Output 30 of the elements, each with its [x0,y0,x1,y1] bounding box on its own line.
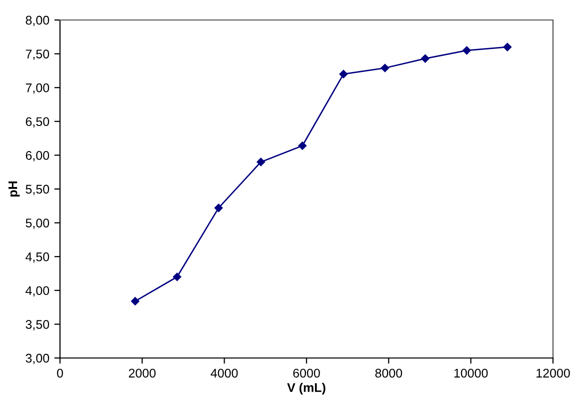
x-tick-label: 12000 [536,368,570,378]
y-tick-label: 3,50 [26,320,50,330]
y-axis-title: pH [8,182,20,197]
y-tick-label: 7,50 [26,50,50,60]
point [339,70,348,78]
y-tick-label: 8,00 [26,16,50,26]
x-tick-label: 4000 [210,368,238,378]
point [256,158,266,166]
point [380,64,390,72]
point [214,204,223,212]
x-tick-label: 2000 [128,368,156,378]
x-tick-label: 10000 [454,368,488,378]
y-tick-label: 6,00 [26,151,50,162]
y-tick-label: 3,00 [26,354,50,364]
y-tick-label: 4,00 [26,286,50,297]
point [172,272,182,282]
point [298,142,307,150]
y-tick-label: 7,00 [26,83,50,94]
x-tick-label: 6000 [293,368,320,378]
point [131,297,140,306]
y-tick-label: 5,00 [26,218,50,229]
x-axis-title: V (mL) [287,382,326,394]
x-tick-label: 0 [57,368,63,378]
x-tick-label: 8000 [375,368,402,378]
y-tick-label: 6,50 [26,117,50,128]
y-tick-label: 5,50 [26,184,50,196]
point [421,54,430,63]
y-tick-label: 4,50 [26,252,50,263]
point [462,46,471,55]
point [503,42,512,52]
